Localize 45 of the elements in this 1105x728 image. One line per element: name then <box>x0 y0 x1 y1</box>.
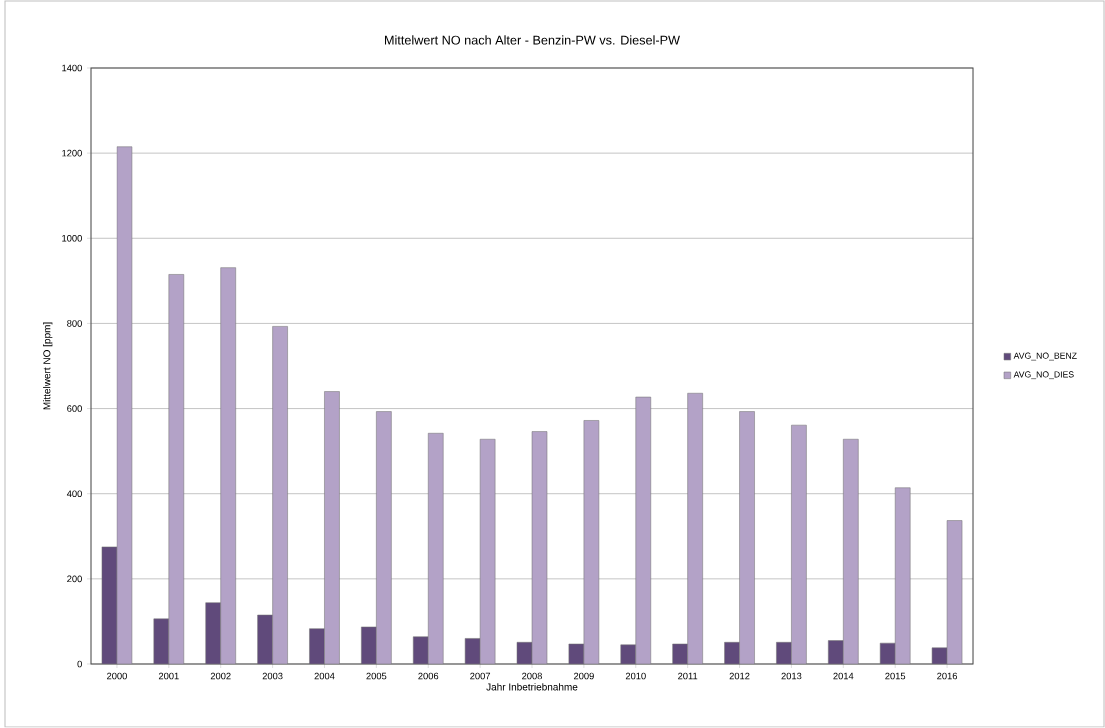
x-tick-label: 2013 <box>781 672 802 680</box>
x-tick-label: 2009 <box>573 672 594 680</box>
y-tick-label: 0 <box>77 660 82 668</box>
x-tick-label: 2003 <box>262 672 283 680</box>
y-tick-label: 200 <box>67 575 82 583</box>
y-axis-title: Mittelwert NO [ppm] <box>43 322 53 410</box>
chart-title: Mittelwert NO nach Alter - Benzin-PW vs. Diesel-PW <box>385 35 680 45</box>
x-tick-label: 2008 <box>522 672 542 680</box>
x-tick-label: 2006 <box>418 672 439 680</box>
bar <box>427 433 444 665</box>
bar <box>843 439 859 665</box>
bar <box>168 274 185 665</box>
bar <box>257 615 273 665</box>
x-tick-label: 2014 <box>833 672 854 680</box>
bar <box>220 267 236 665</box>
bar <box>324 391 340 665</box>
y-tick-label: 1000 <box>62 235 82 242</box>
legend-label: AVG_NO_DIES <box>1013 371 1074 380</box>
y-tick-label: 1200 <box>62 150 82 157</box>
x-tick-label: 2005 <box>366 672 387 680</box>
bar <box>376 411 392 665</box>
x-tick-label: 2002 <box>210 672 231 680</box>
x-tick-label: 2015 <box>885 672 906 680</box>
bar <box>894 487 911 665</box>
bar <box>205 602 221 665</box>
x-tick-label: 2010 <box>625 672 646 680</box>
x-tick-label: 2012 <box>729 672 750 680</box>
x-tick-label: 2016 <box>937 672 958 680</box>
bar <box>635 397 652 665</box>
bar <box>272 326 288 665</box>
y-tick-label: 1400 <box>62 64 82 72</box>
y-tick-label: 600 <box>67 405 82 413</box>
x-tick-label: 2011 <box>678 672 698 680</box>
bar <box>687 393 703 665</box>
x-tick-label: 2004 <box>314 672 335 680</box>
x-tick-label: 2000 <box>107 672 127 680</box>
bar <box>739 411 755 665</box>
bar <box>791 425 807 665</box>
legend-label: AVG_NO_BENZ <box>1013 352 1077 361</box>
y-tick-label: 800 <box>67 320 82 327</box>
x-tick-label: 2007 <box>470 672 491 680</box>
x-axis-title: Jahr Inbetriebnahme <box>486 683 578 691</box>
bar <box>309 628 325 665</box>
x-tick-label: 2001 <box>158 672 179 680</box>
y-tick-label: 400 <box>66 490 82 498</box>
